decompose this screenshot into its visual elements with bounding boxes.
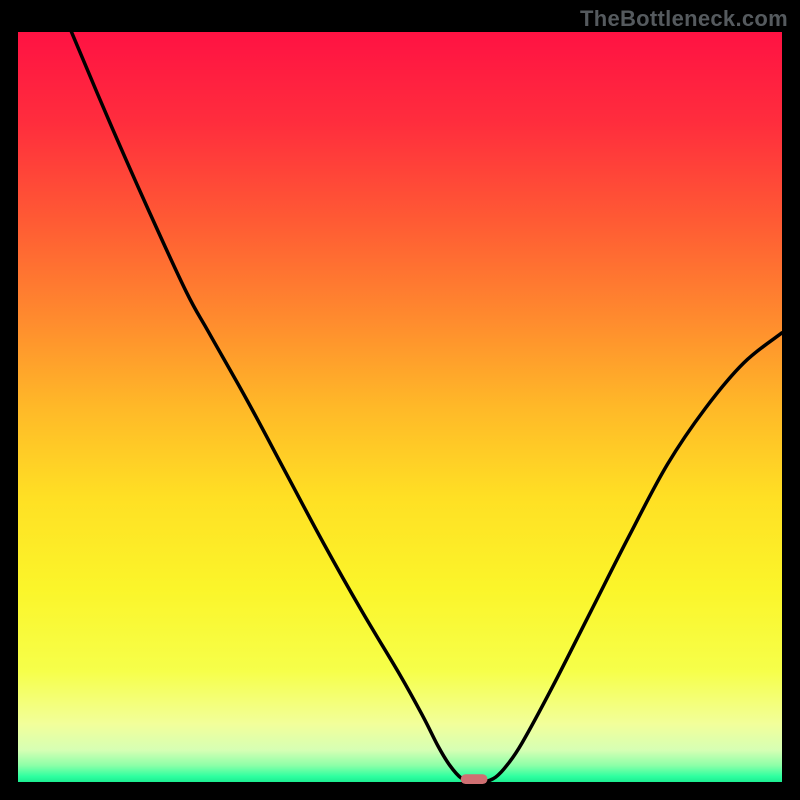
chart-svg [18,32,782,784]
optimal-marker [461,774,488,784]
chart-background [18,32,782,784]
bottleneck-chart [18,32,782,784]
watermark-label: TheBottleneck.com [580,6,788,32]
